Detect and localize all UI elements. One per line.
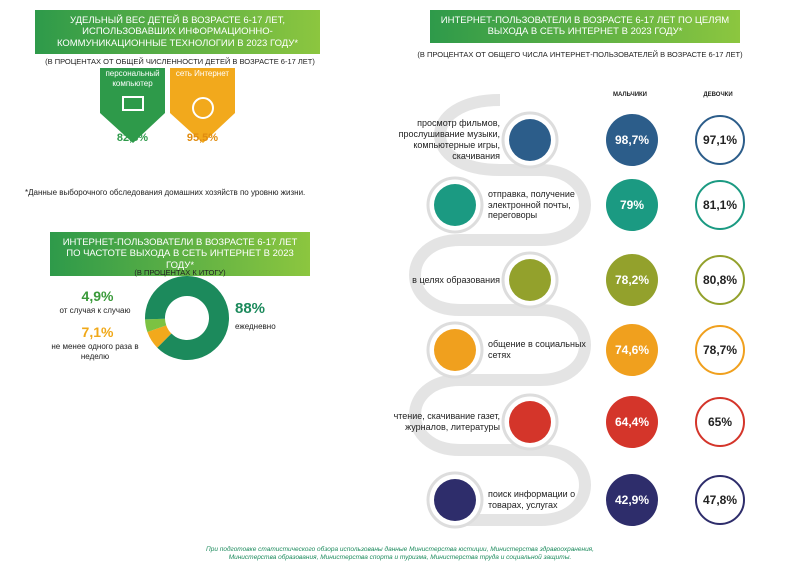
- globe-icon: [192, 97, 214, 119]
- boys-value: 79%: [620, 198, 644, 212]
- girls-value: 78,7%: [703, 343, 737, 357]
- icon: [434, 479, 476, 521]
- label: от случая к случаю: [59, 306, 131, 315]
- icon: [509, 119, 551, 161]
- boys-value: 74,6%: [615, 343, 649, 357]
- girls-value: 65%: [708, 415, 732, 429]
- purpose-label: в целях образования: [412, 274, 500, 285]
- legend-item: ДЕВОЧКИ: [703, 92, 733, 98]
- item-label: персональный компьютер: [105, 69, 160, 88]
- device-tiles: [100, 68, 235, 143]
- donut: [145, 276, 230, 360]
- item-value: 82,8%: [116, 132, 149, 144]
- donut-segment: [145, 318, 167, 332]
- snake-path: [409, 94, 591, 526]
- purpose-label: общение в социальных сетях: [488, 339, 586, 360]
- girls-value: 81,1%: [703, 198, 737, 212]
- footnote: *Данные выборочного обследования домашни…: [25, 188, 306, 197]
- label: не менее одного раза в неделю: [51, 342, 139, 361]
- girls-value: 47,8%: [703, 493, 737, 507]
- boys-value: 64,4%: [615, 415, 649, 429]
- source: При подготовке статистического обзора ис…: [206, 546, 594, 561]
- subtitle: (В ПРОЦЕНТАХ К ИТОГУ): [134, 268, 226, 277]
- devices-title: УДЕЛЬНЫЙ ВЕС ДЕТЕЙ В ВОЗРАСТЕ 6-17 ЛЕТ, …: [35, 10, 320, 55]
- purpose-label: чтение, скачивание газет, журналов, лите…: [393, 411, 500, 432]
- boys-circle: [606, 324, 658, 376]
- girls-circle: [695, 397, 745, 447]
- value-label: 4,9%: [81, 288, 114, 304]
- item-label: сеть Интернет: [175, 69, 230, 78]
- icon: [509, 401, 551, 443]
- purposes-title: ИНТЕРНЕТ-ПОЛЬЗОВАТЕЛИ В ВОЗРАСТЕ 6-17 ЛЕ…: [430, 10, 740, 43]
- value-label: 88%: [235, 300, 266, 317]
- purpose-label: поиск информации о товарах, услугах: [488, 489, 576, 510]
- boys-value: 98,7%: [615, 133, 649, 147]
- internet-tile: [170, 68, 235, 143]
- boys-circle: [606, 114, 658, 166]
- purpose-label: отправка, получение электронной почты, п…: [488, 188, 575, 221]
- purpose-rows: 98,7% 97,1% 79% 81,1% 78,2% 80,8% 74,6% 78,7% 64…: [426, 111, 745, 529]
- girls-circle: [695, 255, 745, 305]
- girls-circle: [695, 475, 745, 525]
- pc-tile: [100, 68, 165, 143]
- label: ежедневно: [235, 322, 276, 331]
- boys-value: 78,2%: [615, 273, 649, 287]
- icon: [434, 184, 476, 226]
- girls-value: 80,8%: [703, 273, 737, 287]
- icon: [434, 329, 476, 371]
- item-value: 95,5%: [186, 132, 219, 144]
- donut-segment: [145, 276, 230, 360]
- donut-segment: [147, 325, 172, 348]
- girls-value: 97,1%: [703, 133, 737, 147]
- subtitle: (В ПРОЦЕНТАХ ОТ ОБЩЕГО ЧИСЛА ИНТЕРНЕТ-ПО…: [417, 50, 743, 59]
- legend-item: МАЛЬЧИКИ: [613, 92, 647, 98]
- icon: [509, 259, 551, 301]
- boys-circle: [606, 179, 658, 231]
- boys-circle: [606, 474, 658, 526]
- girls-circle: [695, 180, 745, 230]
- frequency-title: ИНТЕРНЕТ-ПОЛЬЗОВАТЕЛИ В ВОЗРАСТЕ 6-17 ЛЕ…: [50, 232, 310, 277]
- boys-circle: [606, 396, 658, 448]
- value-label: 7,1%: [81, 324, 114, 340]
- pc-icon: [122, 96, 144, 111]
- girls-circle: [695, 325, 745, 375]
- subtitle: (В ПРОЦЕНТАХ ОТ ОБЩЕЙ ЧИСЛЕННОСТИ ДЕТЕЙ …: [45, 57, 315, 66]
- boys-circle: [606, 254, 658, 306]
- girls-circle: [695, 115, 745, 165]
- boys-value: 42,9%: [615, 493, 649, 507]
- purpose-label: просмотр фильмов, прослушивание музыки, …: [398, 118, 500, 161]
